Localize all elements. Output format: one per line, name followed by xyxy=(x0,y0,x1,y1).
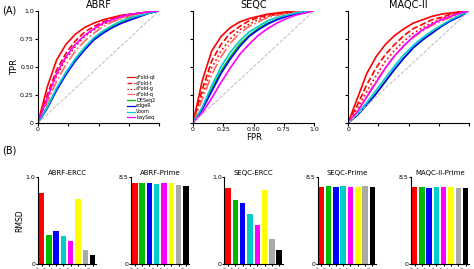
Bar xyxy=(262,190,267,264)
Bar xyxy=(75,199,81,264)
Bar xyxy=(269,239,274,264)
Bar xyxy=(176,185,181,264)
Legend: aFold-qt, aFold-t, aFold-g, aFold-q, DESeq2, edgeR, Voom, baySeq: aFold-qt, aFold-t, aFold-g, aFold-q, DES… xyxy=(127,74,156,121)
Bar xyxy=(46,235,52,264)
Title: SEQC: SEQC xyxy=(240,0,267,10)
Bar xyxy=(340,186,346,264)
Bar xyxy=(233,200,238,264)
Title: ABRF-Prime: ABRF-Prime xyxy=(140,170,181,176)
Bar xyxy=(276,250,282,264)
Bar xyxy=(463,188,468,264)
Bar xyxy=(54,231,59,264)
Bar xyxy=(154,184,159,264)
Bar xyxy=(441,187,447,264)
Bar xyxy=(240,203,246,264)
Title: SEQC-ERCC: SEQC-ERCC xyxy=(234,170,273,176)
Bar xyxy=(319,186,324,264)
Bar xyxy=(448,187,454,264)
Bar xyxy=(68,241,73,264)
Title: MAQC-II: MAQC-II xyxy=(389,0,428,10)
Y-axis label: TPR: TPR xyxy=(9,59,18,75)
Title: SEQC-Prime: SEQC-Prime xyxy=(326,170,367,176)
Y-axis label: RMSD: RMSD xyxy=(15,209,24,232)
Bar xyxy=(326,186,331,264)
Bar xyxy=(90,255,95,264)
Bar xyxy=(362,186,368,264)
Bar xyxy=(183,186,189,264)
Bar xyxy=(419,187,425,264)
Bar xyxy=(161,183,167,264)
Bar xyxy=(169,183,174,264)
Bar xyxy=(132,183,137,264)
Bar xyxy=(434,187,439,264)
Bar xyxy=(61,236,66,264)
Text: (B): (B) xyxy=(2,145,17,155)
Title: MAQC-II-Prime: MAQC-II-Prime xyxy=(415,170,465,176)
Bar xyxy=(139,183,145,264)
Title: ABRF: ABRF xyxy=(86,0,111,10)
Bar xyxy=(247,214,253,264)
Bar xyxy=(370,186,375,264)
Bar xyxy=(355,186,361,264)
Bar xyxy=(427,187,432,264)
Bar xyxy=(456,187,461,264)
Bar xyxy=(39,193,44,264)
X-axis label: FPR: FPR xyxy=(246,133,262,142)
Text: (A): (A) xyxy=(2,5,17,15)
Bar xyxy=(412,187,417,264)
Bar xyxy=(333,186,338,264)
Bar xyxy=(225,188,231,264)
Bar xyxy=(348,186,353,264)
Bar xyxy=(146,183,152,264)
Bar xyxy=(82,250,88,264)
Bar xyxy=(255,225,260,264)
Title: ABRF-ERCC: ABRF-ERCC xyxy=(47,170,87,176)
